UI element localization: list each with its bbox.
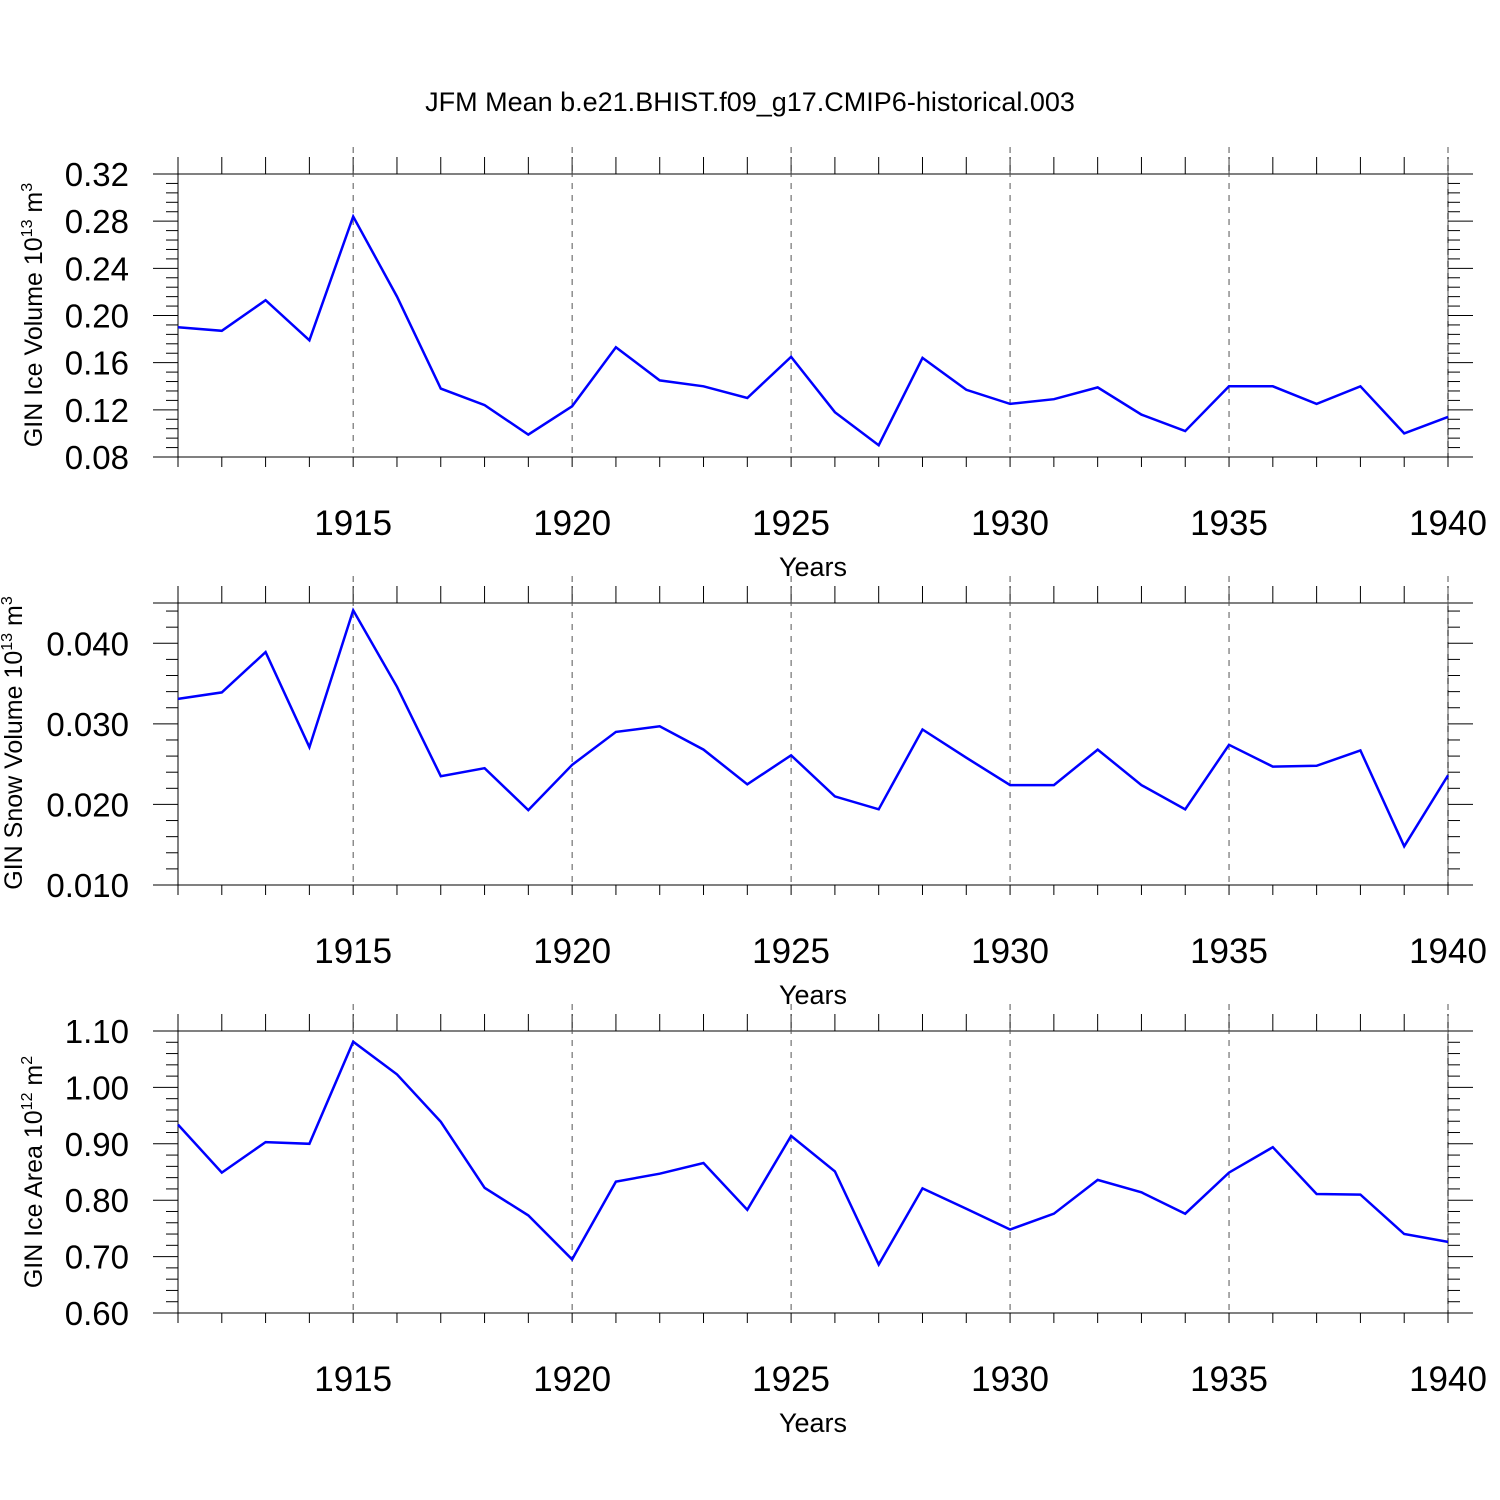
y-axis-label-unit-exp: 2: [19, 1056, 36, 1065]
y-tick-label: 0.030: [46, 706, 129, 743]
y-axis-label: GIN Ice Area 1012 m2: [19, 1056, 48, 1288]
x-tick-label: 1920: [533, 932, 611, 971]
x-tick-label: 1925: [752, 932, 830, 971]
y-axis-label-main: GIN Ice Volume 10: [20, 237, 48, 447]
y-tick-label: 1.00: [65, 1069, 129, 1106]
x-axis-label: Years: [779, 980, 847, 1010]
x-tick-label: 1940: [1409, 932, 1487, 971]
x-tick-label: 1930: [971, 1360, 1049, 1399]
x-tick-label: 1915: [314, 932, 392, 971]
y-axis-label-main: GIN Ice Area 10: [20, 1110, 48, 1288]
x-tick-label: 1930: [971, 932, 1049, 971]
figure-title: JFM Mean b.e21.BHIST.f09_g17.CMIP6-histo…: [425, 87, 1075, 117]
y-axis-label: GIN Snow Volume 1013 m3: [0, 596, 28, 890]
series-line: [177, 213, 1449, 448]
y-axis-label-unit: m: [20, 1065, 48, 1093]
y-axis-label: GIN Ice Volume 1013 m3: [19, 183, 48, 447]
y-axis-label-unit: m: [20, 192, 48, 220]
y-axis-label-exp: 13: [19, 219, 36, 237]
x-tick-label: 1940: [1409, 504, 1487, 543]
x-tick-label: 1930: [971, 504, 1049, 543]
y-axis-label-unit: m: [0, 605, 28, 633]
y-tick-label: 0.80: [65, 1182, 129, 1219]
x-axis-label: Years: [779, 552, 847, 582]
y-tick-label: 0.90: [65, 1126, 129, 1163]
y-axis-label-main: GIN Snow Volume 10: [0, 651, 28, 890]
series-line: [177, 607, 1450, 849]
x-tick-label: 1920: [533, 1360, 611, 1399]
y-axis-label-unit-exp: 3: [0, 596, 16, 605]
chart-panel-1: 1915 1920 1925 1930 1935 1940 0.08 0.12 0.16 0.20…: [19, 147, 1487, 582]
y-tick-label: 0.08: [65, 439, 129, 476]
x-axis-label: Years: [779, 1408, 847, 1438]
y-tick-label: 0.28: [65, 203, 129, 240]
y-axis-label-exp: 13: [0, 633, 16, 651]
y-tick-label: 0.040: [46, 625, 129, 662]
x-tick-label: 1935: [1190, 932, 1268, 971]
x-tick-label: 1925: [752, 1360, 830, 1399]
panels: 1915 1920 1925 1930 1935 1940 0.08 0.12 0.16 0.20…: [0, 147, 1487, 1438]
y-tick-label: 0.32: [65, 156, 129, 193]
y-tick-label: 0.020: [46, 786, 129, 823]
x-tick-label: 1925: [752, 504, 830, 543]
y-tick-label: 0.12: [65, 392, 129, 429]
y-axis-label-unit-exp: 3: [19, 183, 36, 192]
y-tick-label: 0.20: [65, 298, 129, 335]
chart-panel-3: 1915 1920 1925 1930 1935 1940 0.60 0.70 0.80 0.90…: [19, 1004, 1487, 1438]
y-tick-label: 0.010: [46, 867, 129, 904]
y-tick-label: 0.24: [65, 250, 129, 287]
x-tick-label: 1935: [1190, 1360, 1268, 1399]
y-tick-label: 1.10: [65, 1013, 129, 1050]
x-tick-label: 1935: [1190, 504, 1268, 543]
x-tick-label: 1940: [1409, 1360, 1487, 1399]
y-tick-label: 0.70: [65, 1239, 129, 1276]
chart-panel-2: 1915 1920 1925 1930 1935 1940 0.010 0.020 0.030 0…: [0, 576, 1487, 1010]
x-tick-label: 1915: [314, 504, 392, 543]
y-axis-label-exp: 12: [19, 1092, 36, 1110]
y-tick-label: 0.60: [65, 1295, 129, 1332]
x-tick-label: 1915: [314, 1360, 392, 1399]
y-tick-label: 0.16: [65, 345, 129, 382]
x-tick-label: 1920: [533, 504, 611, 543]
series-line: [177, 1039, 1449, 1268]
